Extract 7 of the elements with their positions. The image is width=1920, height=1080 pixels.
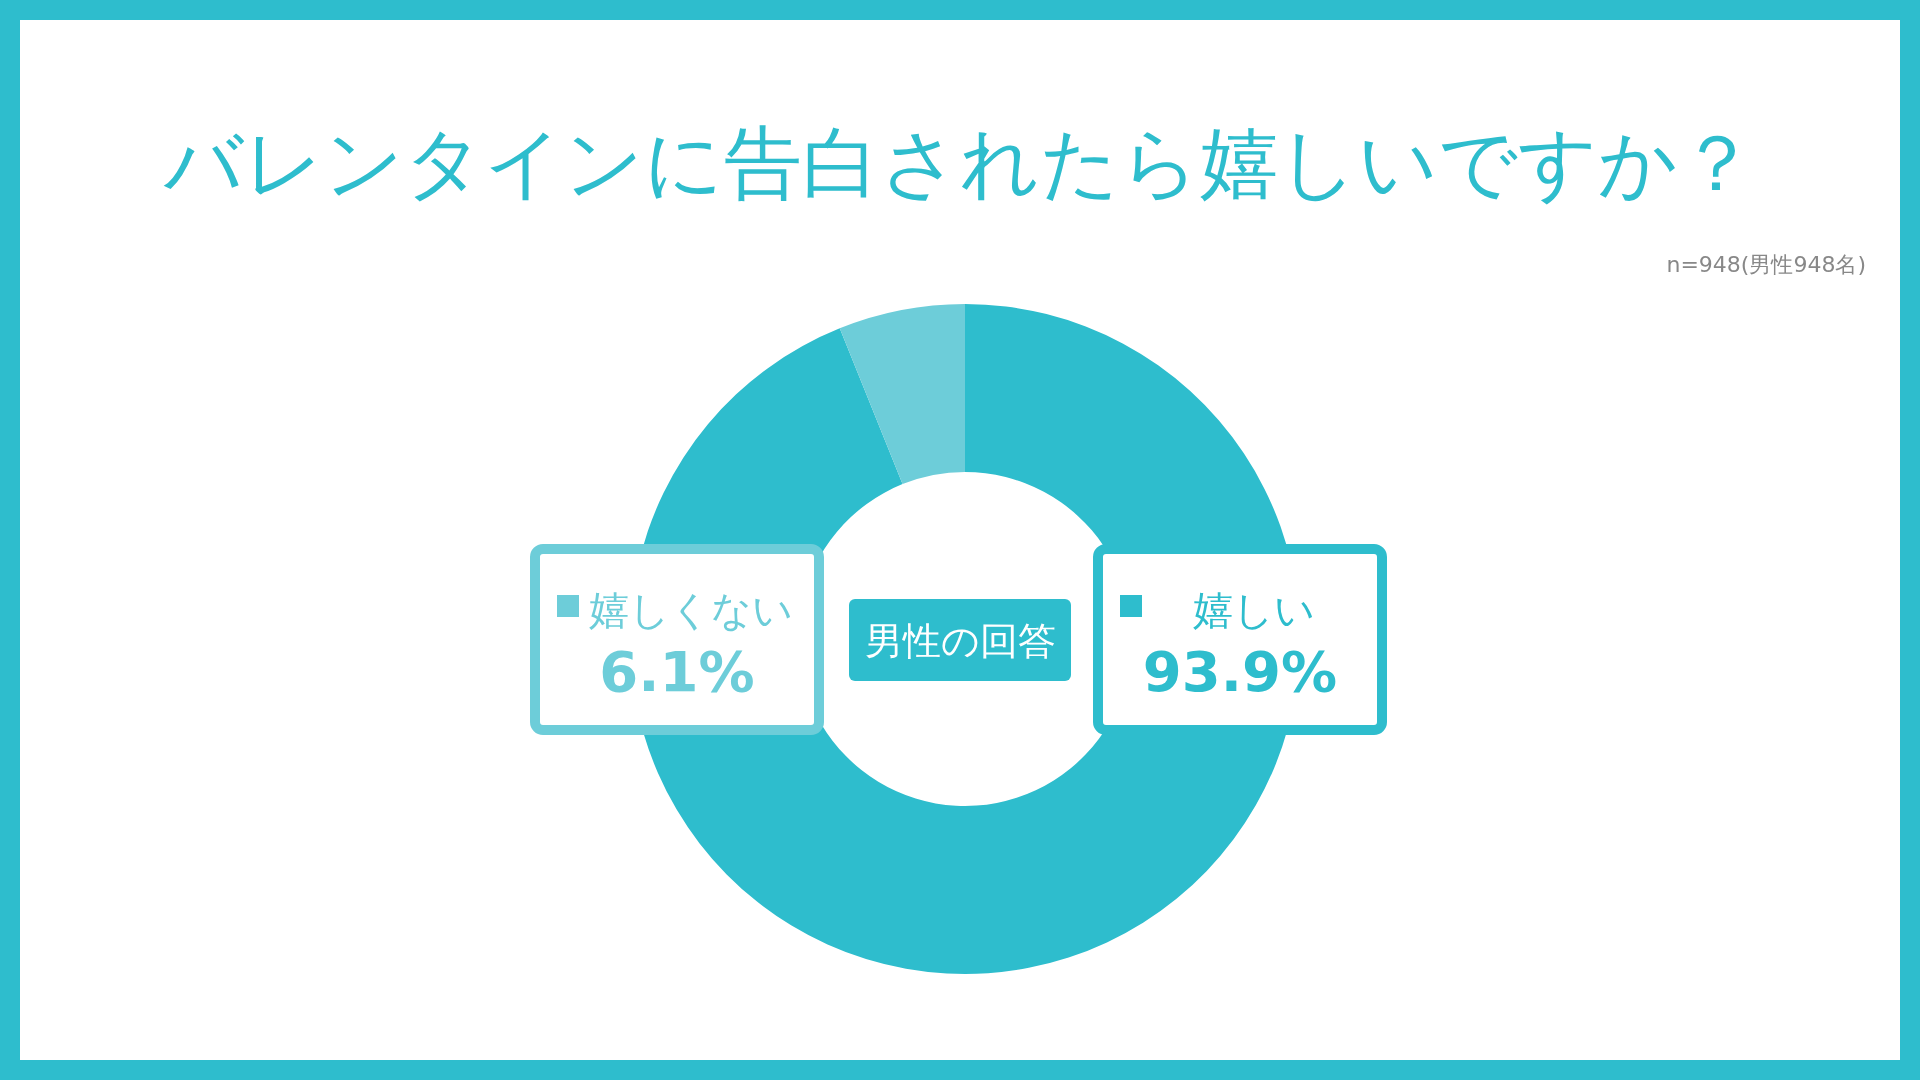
- text: 男性の回答: [864, 619, 1056, 663]
- text: n=948(男性948名): [1666, 252, 1866, 277]
- chart-title: バレンタインに告白されたら嬉しいですか？: [163, 118, 1756, 208]
- data-label: 93.9%: [1142, 639, 1338, 704]
- legend-label: 嬉しくない: [589, 587, 793, 633]
- data-label: 6.1%: [599, 639, 755, 704]
- legend-label: 嬉しい: [1193, 587, 1315, 633]
